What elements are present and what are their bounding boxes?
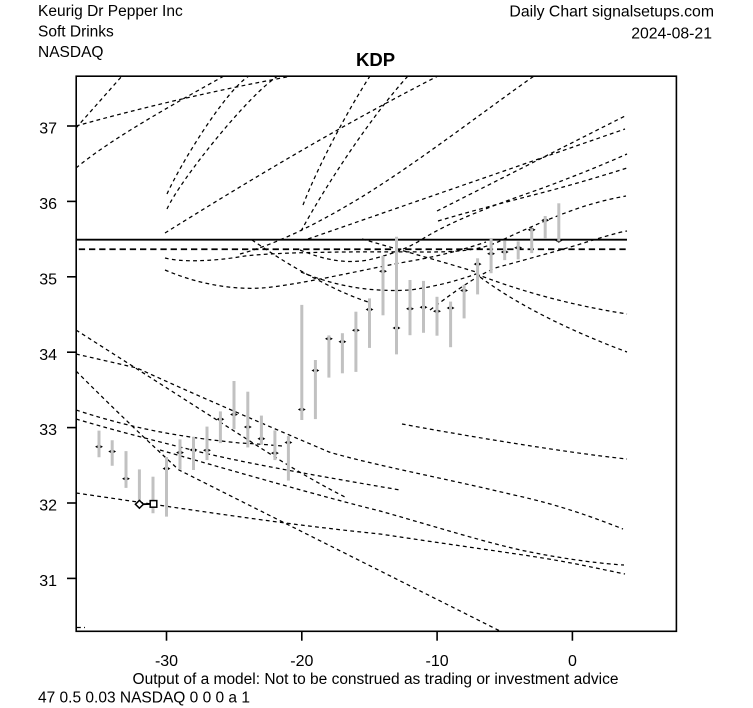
svg-text:36: 36	[39, 196, 57, 213]
svg-text:Output of a model: Not to be c: Output of a model: Not to be construed a…	[133, 671, 619, 688]
svg-text:Soft Drinks: Soft Drinks	[38, 24, 114, 41]
svg-text:31: 31	[39, 573, 57, 590]
svg-text:KDP: KDP	[356, 49, 395, 70]
svg-text:35: 35	[39, 271, 57, 288]
svg-text:0: 0	[568, 653, 577, 670]
svg-text:Daily Chart signalsetups.com: Daily Chart signalsetups.com	[509, 3, 714, 20]
svg-text:2024-08-21: 2024-08-21	[631, 26, 712, 43]
svg-text:Keurig Dr Pepper Inc: Keurig Dr Pepper Inc	[38, 3, 183, 20]
svg-text:37: 37	[39, 121, 57, 138]
svg-text:34: 34	[39, 347, 57, 364]
svg-text:33: 33	[39, 422, 57, 439]
svg-text:-20: -20	[290, 653, 313, 670]
svg-text:-30: -30	[155, 653, 178, 670]
svg-text:47 0.5 0.03 NASDAQ 0 0 0 a 1: 47 0.5 0.03 NASDAQ 0 0 0 a 1	[38, 690, 250, 707]
svg-text:32: 32	[39, 498, 57, 515]
svg-text:NASDAQ: NASDAQ	[38, 44, 103, 61]
svg-text:-10: -10	[426, 653, 449, 670]
